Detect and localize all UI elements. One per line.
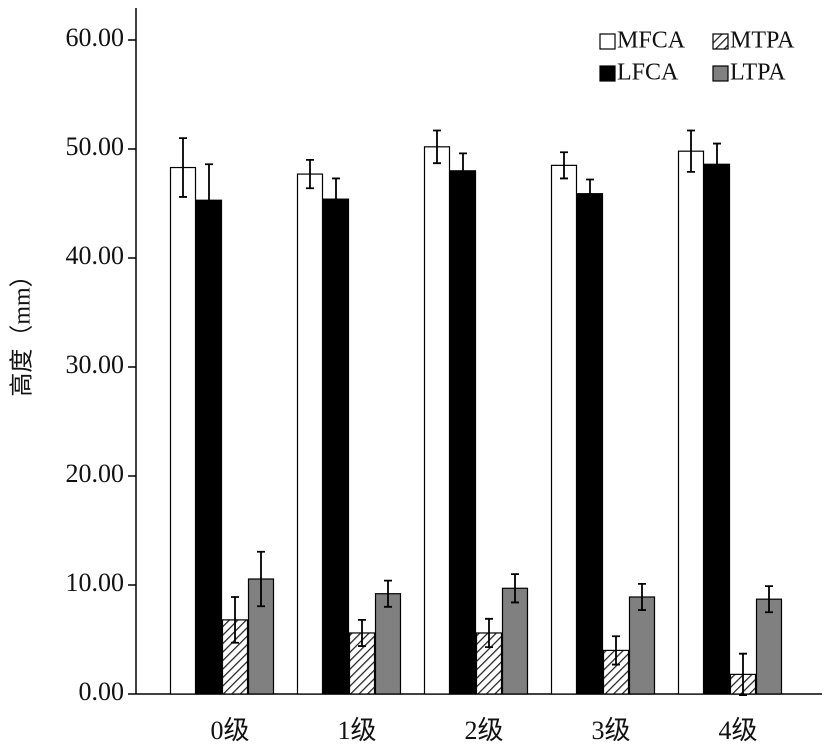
error-bar (332, 177, 340, 221)
error-bar (257, 550, 265, 608)
x-tick-label: 2级 (464, 716, 503, 745)
legend-swatch (599, 65, 616, 82)
error-bar (739, 652, 747, 696)
legend-swatch (712, 65, 729, 82)
error-bar (231, 596, 239, 644)
error-bar (765, 585, 773, 614)
error-bar (586, 178, 594, 209)
bar (475, 632, 503, 695)
error-bar (384, 579, 392, 608)
error-bar (713, 142, 721, 186)
error-bar (485, 617, 493, 649)
bar (550, 164, 578, 695)
bar (576, 193, 604, 695)
bar (195, 199, 223, 695)
error-bar (358, 618, 366, 647)
bar (449, 170, 477, 695)
y-tick-label: 60.00 (66, 23, 125, 52)
y-tick-label: 0.00 (79, 677, 125, 706)
error-bar (687, 129, 695, 173)
error-bar (179, 137, 187, 198)
legend-label: MFCA (617, 28, 686, 54)
x-tick-label: 3级 (591, 716, 630, 745)
legend-label: LTPA (730, 60, 786, 86)
bar (322, 198, 350, 695)
error-bar (638, 583, 646, 611)
bar (374, 593, 402, 695)
x-tick-label: 1级 (337, 716, 376, 745)
bar (169, 166, 197, 695)
legend-swatch (712, 33, 729, 50)
error-bar (459, 152, 467, 190)
y-tick-label: 30.00 (66, 350, 125, 379)
y-tick-label: 10.00 (66, 568, 125, 597)
x-tick-label: 4级 (718, 716, 757, 745)
legend-label: LFCA (617, 60, 679, 86)
error-bar (433, 129, 441, 165)
y-tick-label: 20.00 (66, 459, 125, 488)
error-bar (306, 159, 314, 190)
bar (703, 163, 731, 695)
error-bar (612, 635, 620, 666)
legend-label: MTPA (730, 28, 795, 54)
y-tick-label: 40.00 (66, 241, 125, 270)
error-bar (511, 573, 519, 604)
error-bar (205, 163, 213, 238)
bar (677, 150, 705, 695)
bar (628, 596, 656, 695)
error-bar (560, 151, 568, 180)
bar (755, 598, 783, 695)
bar (501, 587, 529, 695)
bar (296, 173, 324, 695)
y-axis-title: 高度（mm） (9, 263, 36, 396)
y-tick-label: 50.00 (66, 132, 125, 161)
bar (423, 146, 451, 695)
x-tick-label: 0级 (210, 716, 249, 745)
legend-swatch (599, 33, 616, 50)
